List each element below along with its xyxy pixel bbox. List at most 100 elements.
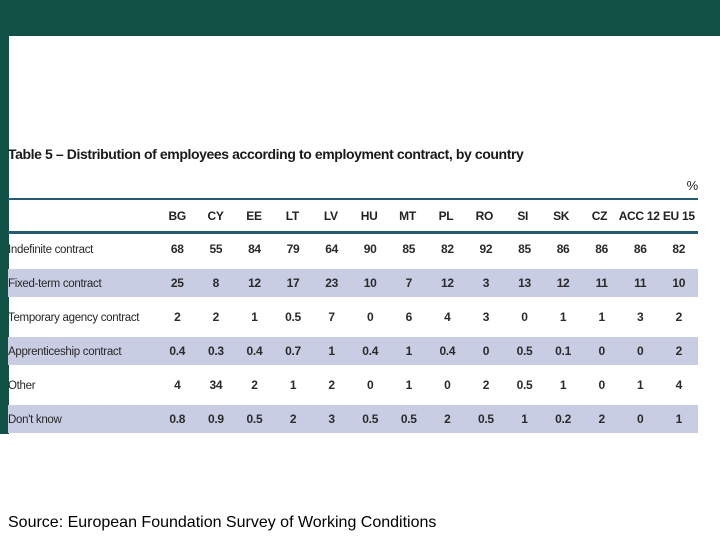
cell-value: 10	[672, 276, 686, 290]
header-corner-cell	[8, 214, 158, 217]
cell-value: 3	[637, 310, 644, 324]
cell-value: 1	[405, 378, 413, 392]
cell-value: 2	[482, 378, 490, 392]
cell-value: 2	[251, 378, 258, 392]
column-header: CY	[207, 208, 224, 223]
cell-value: 79	[286, 242, 300, 256]
cell-value: 0.4	[169, 344, 186, 358]
column-header: EE	[246, 208, 262, 223]
cell-value: 11	[595, 276, 608, 290]
source-caption: Source: European Foundation Survey of Wo…	[8, 514, 437, 531]
table-row: Other 4 34 2 1 2 0 1 0 2 0.5 1 0 1 4	[8, 370, 698, 404]
table-row: Don't know 0.8 0.9 0.5 2 3 0.5 0.5 2 0.5 1 0.2 2 0 1	[8, 404, 698, 438]
slide-top-accent-bar	[0, 0, 720, 36]
row-label: Apprenticeship contract	[8, 345, 122, 358]
cell-value: 4	[675, 378, 683, 392]
cell-value: 0.5	[362, 412, 379, 426]
cell-value: 86	[633, 242, 647, 256]
cell-value: 1	[405, 344, 413, 358]
cell-value: 0.4	[246, 344, 263, 358]
cell-value: 64	[325, 242, 338, 256]
cell-value: 4	[444, 310, 451, 324]
row-label: Temporary agency contract	[8, 311, 140, 324]
cell-value: 0	[482, 344, 490, 358]
table-row: Indefinite contract 68 55 84 79 64 90 85 82 92 85 8…	[8, 234, 698, 268]
table-row: Temporary agency contract 2 2 1 0.5 7 0 6 4 3 0 1 1 3…	[8, 302, 698, 336]
column-header: MT	[399, 208, 416, 223]
cell-value: 1	[637, 378, 644, 392]
cell-value: 0	[637, 412, 644, 426]
cell-value: 2	[675, 344, 683, 358]
cell-value: 7	[328, 310, 335, 324]
cell-value: 34	[209, 378, 223, 392]
cell-value: 25	[170, 276, 184, 290]
cell-value: 11	[634, 276, 647, 290]
cell-value: 0	[521, 310, 528, 324]
cell-value: 0	[444, 378, 451, 392]
column-header: SI	[517, 208, 529, 223]
cell-value: 0	[637, 344, 644, 358]
cell-value: 0	[366, 310, 374, 324]
cell-value: 12	[556, 276, 570, 290]
cell-value: 2	[212, 310, 220, 324]
cell-value: 0.4	[439, 344, 456, 358]
column-header: SK	[553, 208, 570, 223]
cell-value: 86	[556, 242, 570, 256]
cell-value: 12	[248, 276, 261, 290]
cell-value: 0.5	[478, 412, 494, 426]
cell-value: 0.5	[285, 310, 301, 324]
cell-value: 10	[363, 276, 377, 290]
cell-value: 1	[559, 310, 567, 324]
table-title: Table 5 – Distribution of employees acco…	[8, 146, 524, 162]
cell-value: 0.5	[400, 412, 417, 426]
column-header: HU	[360, 208, 378, 223]
cell-value: 12	[440, 276, 454, 290]
cell-value: 0	[366, 378, 374, 392]
column-header: PL	[438, 208, 454, 223]
cell-value: 1	[675, 412, 683, 426]
table-row: Fixed-term contract 25 8 12 17 23 10 7 12 3 13 12 11…	[8, 268, 698, 302]
cell-value: 17	[286, 276, 300, 290]
cell-value: 2	[598, 412, 605, 426]
cell-value: 4	[174, 378, 181, 392]
cell-value: 2	[675, 310, 683, 324]
cell-value: 0.5	[516, 378, 533, 392]
cell-value: 3	[482, 310, 490, 324]
cell-value: 6	[405, 310, 413, 324]
cell-value: 0.9	[207, 412, 224, 426]
cell-value: 23	[325, 276, 338, 290]
column-header: EU 15	[662, 208, 695, 223]
cell-value: 2	[174, 310, 181, 324]
column-header: LT	[285, 208, 299, 223]
cell-value: 8	[212, 276, 220, 290]
cell-value: 1	[289, 378, 297, 392]
cell-value: 0.7	[285, 344, 301, 358]
cell-value: 0	[598, 344, 605, 358]
cell-value: 90	[363, 242, 377, 256]
cell-value: 85	[402, 242, 416, 256]
cell-value: 0.5	[246, 412, 263, 426]
cell-value: 55	[209, 242, 223, 256]
cell-value: 85	[518, 242, 531, 256]
column-header: ACC 12	[618, 208, 660, 223]
column-header: BG	[168, 208, 186, 223]
column-header: RO	[475, 208, 494, 223]
cell-value: 0	[598, 378, 605, 392]
column-header: CZ	[591, 208, 608, 223]
cell-value: 1	[521, 412, 528, 426]
cell-value: 0.2	[555, 412, 571, 426]
column-header: LV	[323, 208, 338, 223]
cell-value: 2	[289, 412, 297, 426]
cell-value: 84	[248, 242, 261, 256]
table-header-row: BG CY EE LT LV HU MT PL RO SI SK CZ ACC 12 EU 15	[8, 200, 698, 234]
cell-value: 1	[251, 310, 258, 324]
cell-value: 92	[479, 242, 493, 256]
cell-value: 1	[559, 378, 567, 392]
row-label: Don't know	[8, 413, 62, 426]
cell-value: 7	[405, 276, 413, 290]
cell-value: 0.4	[362, 344, 379, 358]
table-row: Apprenticeship contract 0.4 0.3 0.4 0.7 1 0.4 1…	[8, 336, 698, 370]
percent-unit-label: %	[686, 178, 699, 193]
cell-value: 13	[518, 276, 531, 290]
cell-value: 1	[328, 344, 335, 358]
